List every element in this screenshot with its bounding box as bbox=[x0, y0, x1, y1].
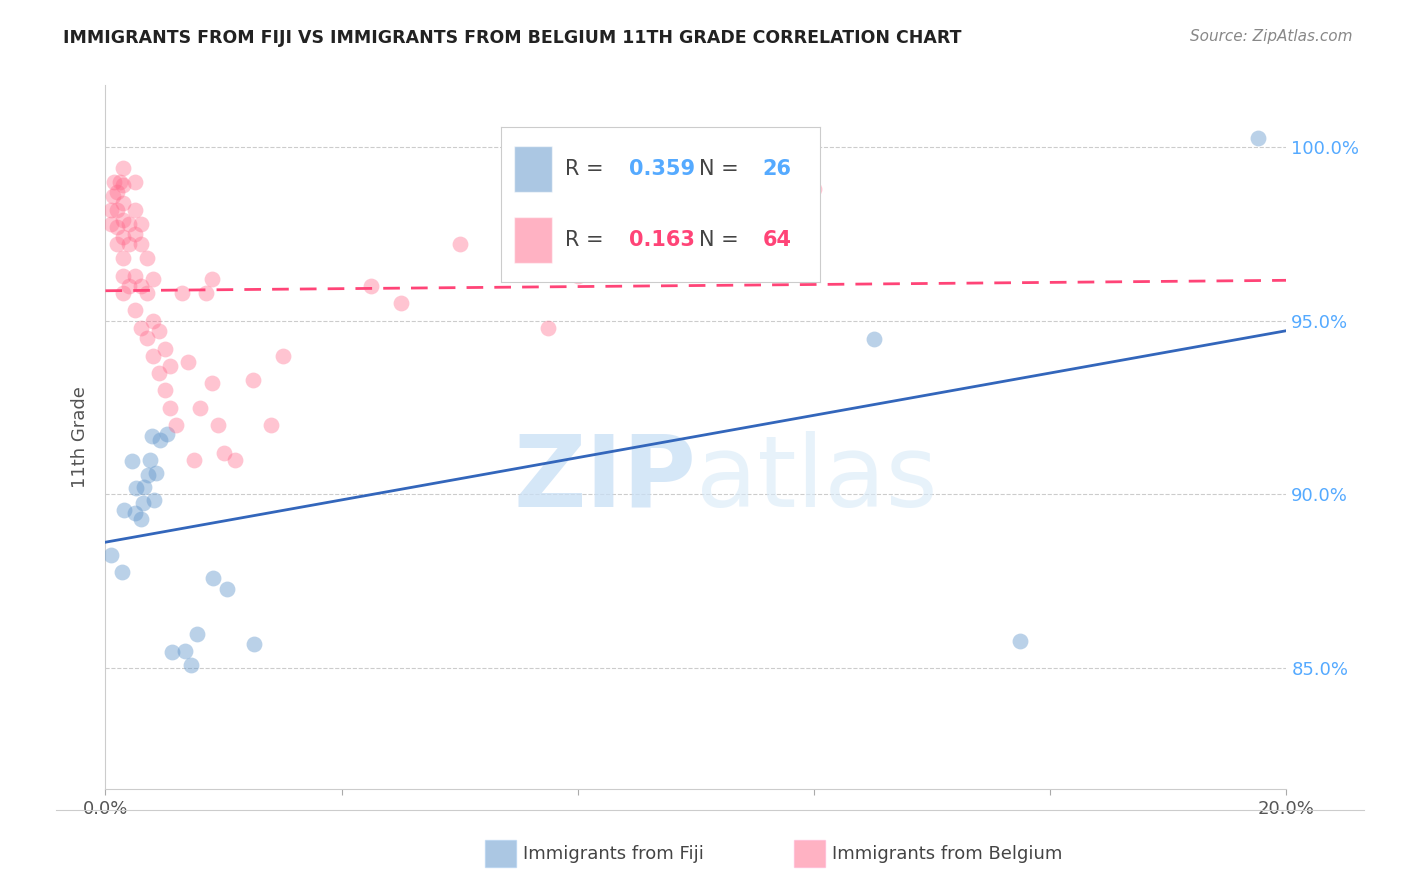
Point bbox=[145, 466, 167, 480]
Point bbox=[129, 237, 152, 252]
Point bbox=[112, 268, 135, 283]
Text: Source: ZipAtlas.com: Source: ZipAtlas.com bbox=[1189, 29, 1353, 44]
Point bbox=[110, 175, 132, 189]
Point bbox=[160, 645, 183, 659]
Point bbox=[194, 285, 217, 300]
Point bbox=[112, 195, 135, 210]
Point bbox=[201, 272, 224, 286]
Point bbox=[1247, 130, 1270, 145]
Point bbox=[626, 244, 648, 259]
Point bbox=[142, 349, 165, 363]
Point bbox=[135, 331, 157, 345]
Point bbox=[567, 268, 589, 283]
Point bbox=[103, 175, 125, 189]
Point bbox=[224, 452, 246, 467]
Point bbox=[148, 366, 170, 380]
Point bbox=[243, 637, 266, 651]
Point bbox=[124, 507, 146, 521]
Point bbox=[118, 217, 141, 231]
Point bbox=[360, 279, 382, 293]
Point bbox=[105, 220, 128, 235]
Point bbox=[125, 481, 148, 495]
Point bbox=[135, 252, 157, 266]
Point bbox=[685, 227, 707, 241]
Text: atlas: atlas bbox=[696, 431, 938, 528]
Point bbox=[112, 252, 135, 266]
Y-axis label: 11th Grade: 11th Grade bbox=[72, 386, 90, 488]
Point bbox=[105, 202, 128, 217]
Point bbox=[112, 285, 135, 300]
Point bbox=[100, 548, 122, 562]
Point bbox=[112, 230, 135, 244]
Point bbox=[863, 332, 886, 346]
Point bbox=[142, 314, 165, 328]
Point bbox=[188, 401, 211, 415]
Point bbox=[183, 452, 205, 467]
Point bbox=[112, 178, 135, 193]
Point bbox=[744, 210, 766, 224]
Point bbox=[118, 237, 141, 252]
Point bbox=[174, 644, 197, 658]
Point bbox=[180, 658, 202, 673]
Point bbox=[136, 468, 159, 483]
Point bbox=[124, 175, 146, 189]
Point bbox=[138, 453, 162, 467]
Point bbox=[112, 503, 135, 517]
Point bbox=[803, 182, 825, 196]
Point bbox=[129, 217, 152, 231]
Text: Immigrants from Fiji: Immigrants from Fiji bbox=[523, 845, 704, 863]
Point bbox=[449, 237, 471, 252]
Point bbox=[100, 217, 122, 231]
Point bbox=[177, 355, 200, 369]
Point bbox=[135, 285, 157, 300]
Point bbox=[207, 417, 229, 432]
Point bbox=[201, 376, 224, 391]
Point bbox=[159, 359, 181, 373]
Point bbox=[141, 429, 163, 443]
Point bbox=[165, 417, 187, 432]
Point bbox=[148, 324, 170, 338]
Point bbox=[1008, 633, 1031, 648]
Point bbox=[172, 285, 194, 300]
Point bbox=[132, 480, 155, 494]
Point bbox=[111, 566, 134, 580]
Point bbox=[105, 237, 128, 252]
Point bbox=[118, 279, 141, 293]
Point bbox=[142, 492, 165, 507]
Point bbox=[129, 512, 152, 526]
Point bbox=[131, 496, 153, 510]
Point bbox=[124, 227, 146, 241]
Point bbox=[186, 627, 208, 641]
Point bbox=[159, 401, 181, 415]
Text: IMMIGRANTS FROM FIJI VS IMMIGRANTS FROM BELGIUM 11TH GRADE CORRELATION CHART: IMMIGRANTS FROM FIJI VS IMMIGRANTS FROM … bbox=[63, 29, 962, 46]
Point bbox=[124, 202, 146, 217]
Point bbox=[153, 342, 176, 356]
Point bbox=[121, 454, 143, 468]
Point bbox=[142, 272, 165, 286]
Point bbox=[215, 582, 238, 596]
Point bbox=[112, 213, 135, 227]
Point bbox=[124, 268, 146, 283]
Point bbox=[201, 571, 224, 585]
Point bbox=[537, 320, 560, 334]
Point bbox=[212, 446, 235, 460]
Point bbox=[124, 303, 146, 318]
Point bbox=[156, 426, 179, 441]
Point bbox=[129, 320, 152, 334]
Point bbox=[242, 373, 264, 387]
Text: Immigrants from Belgium: Immigrants from Belgium bbox=[832, 845, 1063, 863]
Point bbox=[101, 189, 124, 203]
Point bbox=[271, 349, 294, 363]
Point bbox=[112, 161, 135, 175]
Point bbox=[153, 383, 176, 397]
Point bbox=[260, 417, 283, 432]
Point bbox=[100, 202, 122, 217]
Point bbox=[105, 186, 128, 200]
Text: ZIP: ZIP bbox=[513, 431, 696, 528]
Point bbox=[389, 296, 412, 310]
Point bbox=[129, 279, 152, 293]
Point bbox=[149, 433, 172, 447]
